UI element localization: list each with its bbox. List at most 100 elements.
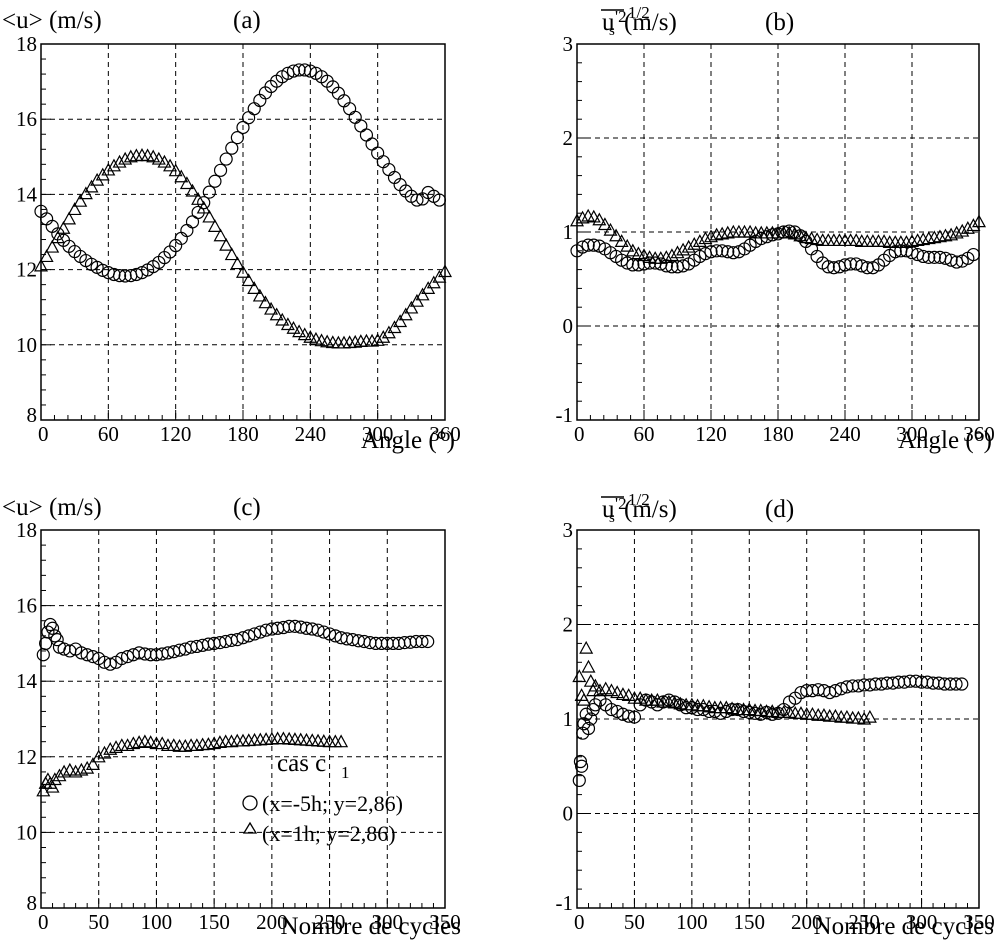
data-point-triangle — [415, 287, 430, 301]
data-point-circle — [966, 247, 981, 262]
data-point-triangle — [944, 227, 959, 241]
data-point-circle — [581, 238, 595, 252]
data-point-triangle — [960, 220, 975, 234]
data-point-triangle — [264, 301, 279, 315]
series-triangle — [569, 208, 987, 264]
data-point-triangle — [653, 251, 668, 264]
data-point-circle — [45, 621, 60, 635]
ylabel-d-sup: '2 — [615, 494, 627, 513]
x-tick-label: 0 — [38, 910, 49, 934]
data-point-circle — [180, 223, 194, 238]
data-point-triangle — [168, 163, 183, 177]
x-tick-label: 360 — [963, 422, 995, 446]
x-tick-label: 150 — [734, 910, 766, 934]
data-point-triangle — [966, 218, 981, 232]
data-point-circle — [74, 646, 89, 660]
y-tick-label: -1 — [556, 891, 574, 915]
data-point-triangle — [45, 239, 60, 253]
panel-label-d: (d) — [765, 496, 794, 523]
data-point-triangle — [207, 219, 222, 232]
data-point-triangle — [33, 258, 49, 272]
data-point-triangle — [614, 234, 629, 247]
data-point-circle — [96, 263, 110, 277]
data-point-triangle — [334, 734, 349, 748]
data-point-triangle — [191, 192, 206, 205]
data-point-triangle — [348, 334, 363, 348]
data-point-circle — [348, 110, 362, 124]
data-point-triangle — [50, 230, 65, 244]
data-point-triangle — [393, 314, 408, 328]
ylabel-d-sub: s — [609, 510, 615, 526]
data-point-triangle — [621, 688, 636, 701]
plot-frame — [40, 529, 446, 909]
x-tick-label: 180 — [762, 422, 794, 446]
data-point-triangle — [109, 740, 124, 753]
legend-title-main: cas c — [277, 750, 326, 777]
data-point-circle — [286, 64, 301, 78]
data-point-circle — [185, 215, 200, 229]
x-tick-label: 50 — [624, 910, 645, 934]
data-point-triangle — [899, 235, 914, 248]
data-point-circle — [322, 627, 337, 641]
data-point-triangle — [247, 281, 262, 294]
y-tick-label: 10 — [16, 333, 37, 357]
x-tick-label: 350 — [429, 910, 461, 934]
data-point-triangle — [569, 213, 585, 227]
xlabel-b: Angle (°) — [898, 427, 992, 454]
data-point-triangle — [241, 273, 256, 287]
y-tick-label: 8 — [27, 403, 38, 427]
series-circle — [36, 617, 435, 671]
data-point-triangle — [610, 685, 625, 699]
series-triangle — [36, 731, 349, 797]
data-point-circle — [421, 634, 435, 649]
ylabel-d-unit: (m/s) — [624, 496, 677, 523]
data-point-triangle — [213, 228, 228, 242]
y-tick-label: 2 — [563, 126, 574, 150]
series-triangle — [572, 640, 877, 725]
x-tick-label: 120 — [695, 422, 727, 446]
data-point-triangle — [586, 209, 601, 223]
data-point-circle — [236, 120, 250, 135]
data-point-triangle — [85, 757, 100, 770]
data-point-triangle — [292, 324, 307, 338]
data-point-triangle — [370, 333, 385, 346]
x-tick-label: 250 — [848, 910, 880, 934]
x-tick-label: 300 — [362, 422, 394, 446]
data-point-circle — [823, 685, 837, 700]
data-point-circle — [382, 162, 396, 177]
y-tick-label: 3 — [563, 518, 574, 542]
data-point-triangle — [84, 179, 99, 193]
data-point-triangle — [286, 321, 301, 334]
data-point-circle — [622, 709, 636, 723]
y-tick-label: 0 — [563, 802, 574, 826]
data-point-circle — [584, 712, 598, 726]
data-point-circle — [247, 102, 261, 116]
x-tick-label: 180 — [227, 422, 259, 446]
data-point-circle — [709, 244, 724, 258]
legend-title-sub: 1 — [341, 763, 350, 782]
data-point-triangle — [437, 264, 453, 278]
x-tick-label: 50 — [88, 910, 109, 934]
data-point-circle — [103, 657, 117, 671]
data-point-triangle — [598, 681, 613, 695]
data-point-triangle — [862, 709, 877, 723]
x-tick-label: 240 — [829, 422, 861, 446]
y-tick-label: 18 — [16, 518, 37, 542]
data-point-circle — [236, 631, 250, 645]
data-point-triangle — [572, 669, 587, 683]
data-point-triangle — [297, 327, 312, 341]
data-point-circle — [955, 677, 969, 691]
x-tick-label: 250 — [314, 910, 346, 934]
x-tick-label: 200 — [256, 910, 288, 934]
x-tick-label: 150 — [198, 910, 230, 934]
data-point-circle — [949, 677, 963, 691]
data-point-triangle — [202, 209, 217, 223]
data-point-triangle — [904, 234, 920, 247]
x-tick-label: 300 — [896, 422, 928, 446]
data-point-triangle — [576, 692, 591, 706]
data-point-triangle — [664, 248, 679, 262]
data-point-triangle — [398, 307, 413, 321]
data-point-circle — [359, 128, 374, 142]
ylabel-b: u '2 1/2 s (m/s) — [601, 3, 677, 39]
data-point-triangle — [219, 237, 234, 251]
